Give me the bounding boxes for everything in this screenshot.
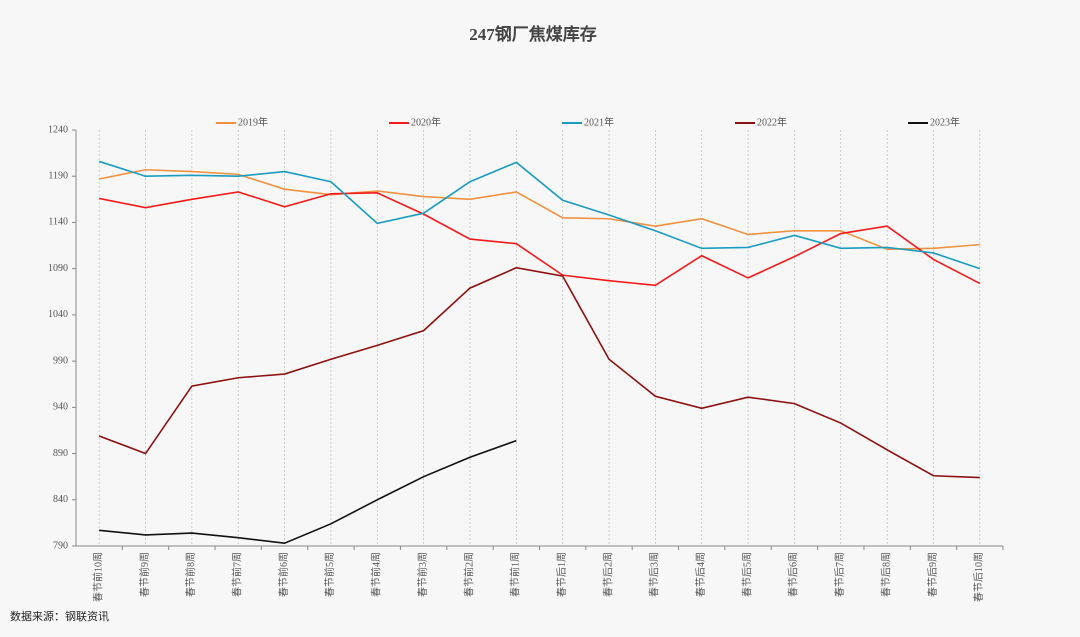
x-tick-label: 春节前10周 <box>91 552 104 602</box>
y-tick-label: 1240 <box>48 124 68 135</box>
x-tick-label: 春节前6周 <box>277 552 290 597</box>
source-note: 数据来源：钢联资讯 <box>10 609 109 623</box>
x-tick-label: 春节前3周 <box>416 552 429 597</box>
chart-title: 247钢厂焦煤库存 <box>469 24 597 44</box>
series-line <box>99 168 980 251</box>
x-tick-label: 春节前2周 <box>462 552 475 597</box>
y-tick-label: 1090 <box>48 263 68 274</box>
x-tick-label: 春节后1周 <box>556 552 568 597</box>
series-line <box>99 191 981 287</box>
legend-label: 2020年 <box>411 115 441 128</box>
x-tick-label: 春节后9周 <box>927 552 939 597</box>
x-tick-label: 春节前4周 <box>370 552 383 597</box>
x-tick-label: 春节后10周 <box>973 552 985 602</box>
x-tick-label: 春节前9周 <box>138 552 151 597</box>
x-tick-label: 春节前5周 <box>323 552 336 597</box>
series-line <box>98 266 980 479</box>
x-tick-label: 春节前7周 <box>231 552 244 597</box>
x-tick-label: 春节后4周 <box>695 552 707 597</box>
y-tick-label: 840 <box>53 494 68 505</box>
x-tick-label: 春节后8周 <box>880 552 892 597</box>
y-tick-label: 1140 <box>48 217 68 228</box>
x-tick-label: 春节后7周 <box>834 552 846 597</box>
legend-label: 2023年 <box>930 115 960 128</box>
y-tick-label: 990 <box>53 355 68 366</box>
y-tick-label: 1190 <box>48 171 68 182</box>
legend-label: 2022年 <box>757 115 787 128</box>
y-tick-label: 1040 <box>48 309 68 320</box>
y-tick-label: 790 <box>53 540 68 551</box>
x-tick-label: 春节后2周 <box>602 552 614 597</box>
legend-label: 2021年 <box>584 115 614 128</box>
x-tick-label: 春节前8周 <box>184 552 197 597</box>
x-tick-label: 春节后5周 <box>741 552 753 597</box>
x-tick-label: 春节后3周 <box>649 552 661 597</box>
x-tick-label: 春节后6周 <box>788 552 800 597</box>
y-tick-label: 940 <box>53 402 68 413</box>
series-line <box>98 160 981 270</box>
legend-label: 2019年 <box>238 115 268 128</box>
x-tick-label: 春节前1周 <box>509 552 522 597</box>
series-line <box>99 439 517 545</box>
y-tick-label: 890 <box>53 448 68 459</box>
